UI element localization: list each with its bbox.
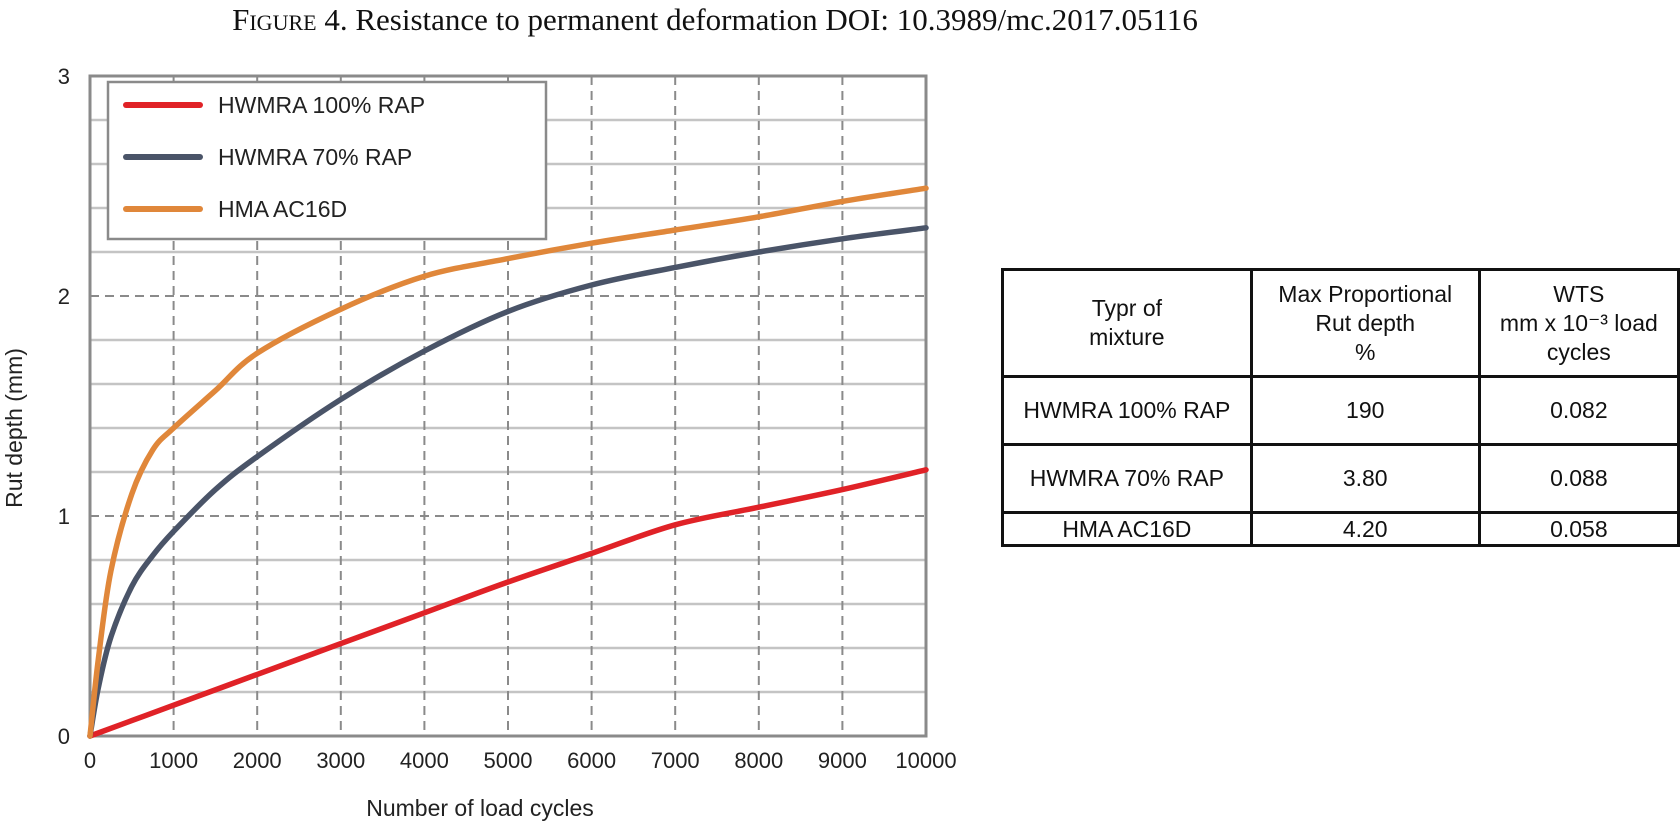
y-tick-label: 2: [58, 284, 70, 309]
y-tick-label: 3: [58, 64, 70, 89]
x-tick-label: 9000: [818, 748, 867, 773]
series-line-hwmra-70-rap: [87, 225, 929, 739]
legend: HWMRA 100% RAP HWMRA 70% RAP HMA AC16D: [106, 80, 548, 241]
cell-wts: 0.058: [1477, 511, 1680, 547]
x-tick-label: 1000: [149, 748, 198, 773]
legend-box: [106, 80, 548, 241]
figure-caption: Figure 4. Resistance to permanent deform…: [0, 0, 1430, 40]
x-tick-label: 8000: [734, 748, 783, 773]
header-line: Typr of: [1091, 295, 1163, 321]
cell-mixture: HWMRA 70% RAP: [1001, 443, 1253, 514]
header-max-rut-depth: Max Proportional Rut depth %: [1249, 268, 1481, 378]
cell-rut-depth: 4.20: [1249, 511, 1481, 547]
table-row: HWMRA 70% RAP 3.80 0.088: [1001, 443, 1680, 514]
plot-frame: [88, 74, 928, 738]
header-line: Max Proportional: [1278, 280, 1453, 307]
table-row: HWMRA 100% RAP 190 0.082: [1001, 375, 1680, 446]
header-line: mm x 10⁻³ load: [1499, 309, 1658, 336]
figure-caption-text: Resistance to permanent deformation DOI:…: [355, 2, 1198, 37]
legend-label: HWMRA 100% RAP: [218, 92, 425, 118]
series-layer: [87, 185, 929, 739]
rut-depth-line-chart: 0 1000 2000 3000 4000 5000 6000 7000 8000 9000 100…: [1, 64, 957, 821]
header-line: WTS: [1553, 280, 1605, 307]
cell-mixture: HMA AC16D: [1001, 511, 1253, 547]
y-tick-labels: 0 1 2 3: [58, 64, 70, 749]
series-line-hma-ac16d: [87, 185, 929, 739]
x-tick-label: 5000: [484, 748, 533, 773]
x-tick-label: 4000: [400, 748, 449, 773]
x-tick-labels: 0 1000 2000 3000 4000 5000 6000 7000 8000 9000 100…: [84, 748, 957, 773]
cell-wts: 0.082: [1477, 375, 1680, 446]
x-tick-label: 3000: [316, 748, 365, 773]
header-line: %: [1354, 338, 1376, 365]
header-line: mixture: [1089, 324, 1165, 350]
header-mixture-type: Typr of mixture: [1001, 268, 1253, 378]
x-axis-label: Number of load cycles: [366, 795, 594, 821]
table-header-row: Typr of mixture Max Proportional Rut dep…: [1001, 268, 1680, 378]
x-tick-label: 6000: [567, 748, 616, 773]
cell-wts: 0.088: [1477, 443, 1680, 514]
legend-label: HWMRA 70% RAP: [218, 144, 412, 170]
x-tick-label: 10000: [895, 748, 956, 773]
x-tick-label: 2000: [233, 748, 282, 773]
cell-rut-depth: 190: [1249, 375, 1481, 446]
cell-mixture: HWMRA 100% RAP: [1001, 375, 1253, 446]
cell-rut-depth: 3.80: [1249, 443, 1481, 514]
header-wts: WTS mm x 10⁻³ load cycles: [1477, 268, 1680, 378]
y-tick-label: 0: [58, 724, 70, 749]
legend-label: HMA AC16D: [218, 196, 347, 222]
legend-items: HWMRA 100% RAP HWMRA 70% RAP HMA AC16D: [123, 92, 425, 222]
header-line: cycles: [1546, 338, 1611, 365]
series-line-hwmra-100-rap: [87, 467, 929, 739]
table-row: HMA AC16D 4.20 0.058: [1001, 511, 1680, 547]
x-tick-label: 0: [84, 748, 96, 773]
header-line: Rut depth: [1315, 309, 1416, 336]
y-axis-label: Rut depth (mm): [1, 348, 27, 508]
figure-label: Figure 4.: [232, 2, 348, 37]
mixture-comparison-table: Typr of mixture Max Proportional Rut dep…: [1001, 268, 1680, 547]
x-tick-label: 7000: [651, 748, 700, 773]
y-tick-label: 1: [58, 504, 70, 529]
